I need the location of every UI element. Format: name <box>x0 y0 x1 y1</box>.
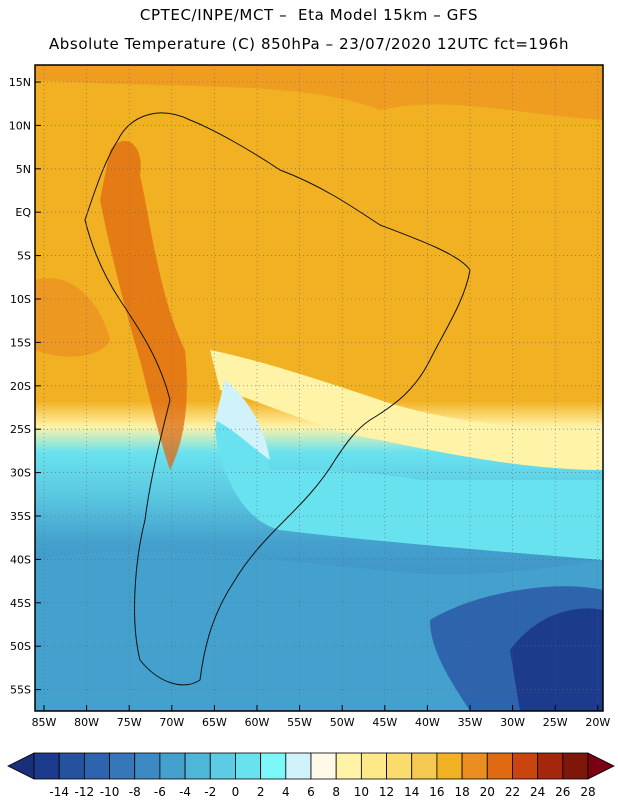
colorbar-label: 18 <box>454 785 469 799</box>
lat-label: 25S <box>10 423 31 436</box>
colorbar-label: -12 <box>75 785 95 799</box>
colorbar-swatch <box>58 752 85 780</box>
colorbar-label: 16 <box>429 785 444 799</box>
colorbar-swatch <box>360 752 387 780</box>
colorbar-label: -2 <box>204 785 216 799</box>
lon-label: 45W <box>372 716 397 729</box>
lat-label: 35S <box>10 510 31 523</box>
colorbar-label: 26 <box>555 785 570 799</box>
map-frame <box>34 64 604 712</box>
colorbar-swatch <box>109 752 136 780</box>
coastline <box>84 112 471 686</box>
colorbar-swatch <box>33 752 60 780</box>
latitude-labels: 15N 10N 5N EQ 5S 10S 15S 20S 25S 30S 35S 40S 45S 50S 5… <box>9 76 41 697</box>
lat-label: 10N <box>9 119 31 132</box>
field-east <box>470 130 603 320</box>
colorbar-swatch <box>134 752 161 780</box>
colorbar-label: -10 <box>100 785 120 799</box>
colorbar-swatch <box>486 752 513 780</box>
colorbar-swatch <box>260 752 287 780</box>
lon-label: 25W <box>543 716 568 729</box>
colorbar-label: 2 <box>257 785 265 799</box>
colorbar-low-arrow <box>7 752 35 780</box>
lat-label: 30S <box>10 467 31 480</box>
lat-label: 15N <box>9 76 31 89</box>
colorbar-label: 10 <box>354 785 369 799</box>
colorbar-label: 22 <box>505 785 520 799</box>
colorbar-label: 12 <box>379 785 394 799</box>
colorbar-label: 24 <box>530 785 545 799</box>
field-pacific-orange <box>35 278 110 357</box>
lat-label: 50S <box>10 640 31 653</box>
lat-label: EQ <box>15 206 31 219</box>
colorbar-label: -6 <box>154 785 166 799</box>
field-cyan <box>215 380 603 560</box>
field-orange-north <box>35 65 603 120</box>
lon-label: 40W <box>415 716 440 729</box>
colorbar-label: -8 <box>129 785 141 799</box>
lon-label: 50W <box>330 716 355 729</box>
lon-label: 60W <box>245 716 270 729</box>
lon-label: 30W <box>500 716 525 729</box>
colorbar-label: 8 <box>332 785 340 799</box>
lat-label: 5N <box>16 163 31 176</box>
colorbar-label: 6 <box>307 785 315 799</box>
colorbar-label: 28 <box>580 785 595 799</box>
field-pale <box>215 380 270 460</box>
lat-label: 15S <box>10 336 31 349</box>
colorbar-swatch <box>537 752 564 780</box>
colorbar-swatch <box>562 752 589 780</box>
colorbar-swatch <box>235 752 262 780</box>
map-field <box>35 65 603 711</box>
lon-label: 70W <box>159 716 184 729</box>
lat-label: 55S <box>10 684 31 697</box>
colorbar-high-arrow <box>587 752 615 780</box>
lon-label: 75W <box>117 716 142 729</box>
map-subtitle: Absolute Temperature (C) 850hPa – 23/07/… <box>48 35 570 53</box>
colorbar-swatch <box>184 752 211 780</box>
colorbar-swatch <box>335 752 362 780</box>
longitude-labels: 85W 80W 75W 70W 65W 60W 55W 50W 45W 40W 35W 30W 25W 2… <box>32 705 610 729</box>
colorbar-swatch <box>512 752 539 780</box>
field-yellow-band <box>210 350 603 470</box>
field-andes <box>100 140 187 470</box>
lon-label: 65W <box>202 716 227 729</box>
colorbar-swatch <box>159 752 186 780</box>
lon-label: 85W <box>32 716 57 729</box>
colorbar-label: -14 <box>49 785 69 799</box>
colorbar-swatch <box>411 752 438 780</box>
graticule <box>35 65 603 711</box>
lat-label: 5S <box>17 250 31 263</box>
colorbar-swatch <box>83 752 110 780</box>
lat-label: 40S <box>10 553 31 566</box>
colorbar-swatch <box>386 752 413 780</box>
lat-label: 10S <box>10 293 31 306</box>
colorbar-label: -4 <box>179 785 191 799</box>
colorbar-label: 14 <box>404 785 419 799</box>
lon-label: 20W <box>585 716 610 729</box>
lon-label: 35W <box>458 716 483 729</box>
map-title: CPTEC/INPE/MCT – Eta Model 15km – GFS <box>139 6 479 24</box>
colorbar-swatch <box>285 752 312 780</box>
lon-label: 80W <box>74 716 99 729</box>
colorbar-swatch <box>310 752 337 780</box>
colorbar-swatch <box>209 752 236 780</box>
colorbar-label: 20 <box>480 785 495 799</box>
colorbar: -14 -12 -10 -8 -6 -4 -2 0 2 4 6 8 10 12 14 16 18 20 22 24 26… <box>7 752 615 799</box>
colorbar-label: 4 <box>282 785 290 799</box>
colorbar-swatch <box>436 752 463 780</box>
lat-label: 45S <box>10 597 31 610</box>
field-deepblue <box>510 608 603 711</box>
colorbar-swatch <box>461 752 488 780</box>
colorbar-label: 0 <box>232 785 240 799</box>
lon-label: 55W <box>287 716 312 729</box>
lat-label: 20S <box>10 380 31 393</box>
